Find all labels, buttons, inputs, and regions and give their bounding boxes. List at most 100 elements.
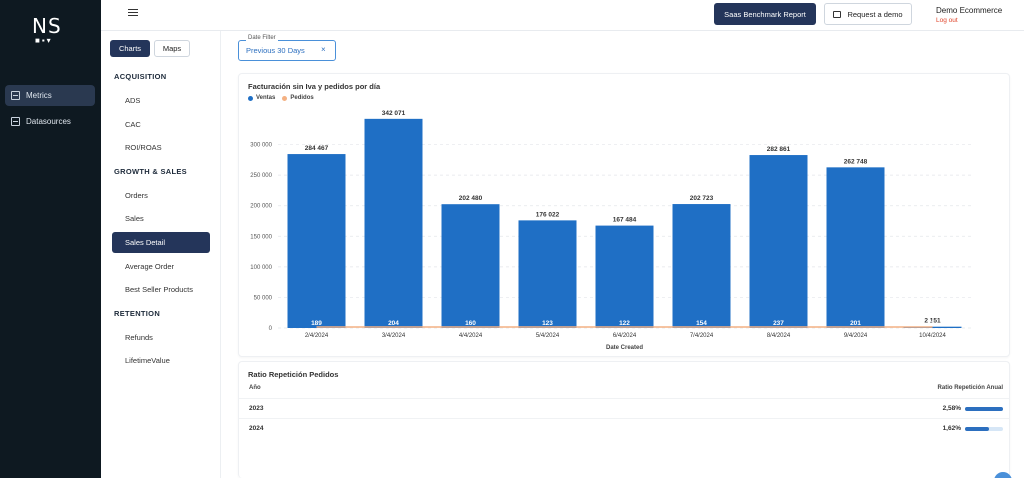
submenu-item-cac[interactable]: CAC (125, 120, 141, 129)
calendar-icon (833, 10, 842, 18)
legend-label: Ventas (256, 95, 276, 101)
bar-ventas[interactable] (672, 204, 731, 328)
section-retention: RETENTION (114, 309, 161, 318)
legend-item-ventas[interactable]: Ventas (248, 95, 275, 101)
ratio-bar-fill (965, 427, 989, 431)
y-tick-label: 100 000 (250, 265, 272, 271)
data-label-pedidos: 122 (619, 320, 630, 327)
data-label-ventas: 176 022 (536, 211, 560, 218)
request-demo-button[interactable]: Request a demo (824, 3, 912, 25)
logout-link[interactable]: Log out (936, 17, 958, 24)
data-label-pedidos: 160 (465, 320, 476, 327)
user-name: Demo Ecommerce (936, 6, 1003, 15)
menu-collapse-icon[interactable] (128, 9, 138, 18)
submenu-item-sales-detail[interactable]: Sales Detail (112, 232, 210, 253)
data-label-ventas: 2 151 (924, 318, 941, 325)
y-tick-label: 300 000 (250, 143, 272, 149)
column-header-year[interactable]: Año (249, 385, 261, 391)
data-label-ventas: 202 723 (690, 195, 714, 202)
legend-label: Pedidos (290, 95, 314, 101)
sidebar-item-label: Datasources (26, 117, 71, 126)
ratio-bar (965, 427, 1003, 431)
date-filter[interactable] (238, 40, 336, 61)
saas-benchmark-button[interactable]: Saas Benchmark Report (714, 3, 816, 25)
submenu-item-sales[interactable]: Sales (125, 214, 144, 223)
database-doc-icon (11, 117, 20, 126)
data-label-ventas: 342 071 (382, 110, 406, 117)
x-axis-title: Date Created (606, 345, 643, 351)
chart-title: Facturación sin Iva y pedidos por día (248, 82, 381, 91)
maps-toggle[interactable]: Maps (154, 40, 190, 57)
ratio-bar (965, 407, 1003, 411)
data-label-ventas: 202 480 (459, 195, 483, 202)
table-row: 2024 1,62% (239, 418, 1009, 438)
ratio-bar-fill (965, 407, 1003, 411)
sales-chart-card: Facturación sin Iva y pedidos por día Ve… (238, 73, 1010, 357)
legend-dot-icon (282, 95, 288, 101)
bar-ventas[interactable] (749, 155, 808, 328)
table-title: Ratio Repetición Pedidos (248, 370, 339, 379)
y-tick-label: 250 000 (250, 173, 272, 179)
data-label-ventas: 167 484 (613, 217, 637, 224)
legend-item-pedidos[interactable]: Pedidos (282, 95, 314, 101)
x-tick-label: 2/4/2024 (305, 333, 329, 339)
data-label-ventas: 262 748 (844, 158, 868, 165)
x-tick-label: 8/4/2024 (767, 333, 791, 339)
date-filter-label: Date Filter (246, 35, 278, 41)
x-tick-label: 5/4/2024 (536, 333, 560, 339)
repeat-ratio-card: Ratio Repetición Pedidos Año Ratio Repet… (238, 361, 1010, 478)
sales-bar-chart: 0 50 000 100 000 150 000 200 000 250 000 300 0… (250, 110, 971, 351)
x-tick-label: 10/4/2024 (919, 333, 946, 339)
data-label-pedidos: 1 (931, 320, 935, 327)
ns-logo[interactable]: NS ■▪▾ (32, 14, 72, 45)
y-tick-label: 150 000 (250, 234, 272, 240)
logo-dots: ■▪▾ (35, 36, 53, 45)
clear-filter-icon[interactable]: × (321, 45, 326, 54)
row-year: 2023 (249, 405, 264, 412)
chat-bubble-button[interactable] (994, 472, 1012, 478)
legend-dot-icon (248, 95, 253, 101)
y-tick-label: 50 000 (254, 295, 273, 301)
submenu-item-orders[interactable]: Orders (125, 191, 148, 200)
bar-ventas[interactable] (595, 225, 654, 328)
charts-toggle[interactable]: Charts (110, 40, 150, 57)
x-tick-label: 4/4/2024 (459, 333, 483, 339)
column-header-ratio[interactable]: Ratio Repetición Anual (937, 385, 1003, 391)
x-tick-label: 7/4/2024 (690, 333, 714, 339)
request-demo-label: Request a demo (847, 9, 903, 19)
submenu-item-average-order[interactable]: Average Order (125, 262, 175, 271)
bar-ventas[interactable] (518, 220, 577, 328)
bar-ventas[interactable] (826, 167, 885, 328)
data-label-pedidos: 201 (850, 320, 861, 327)
y-tick-label: 200 000 (250, 204, 272, 210)
submenu-item-roi-roas[interactable]: ROI/ROAS (125, 143, 162, 152)
bar-ventas[interactable] (364, 118, 423, 328)
sidebar-item-label: Metrics (26, 91, 52, 100)
bar-ventas[interactable] (441, 204, 500, 328)
table-row: 2023 2,58% (239, 398, 1009, 418)
submenu-item-ads[interactable]: ADS (125, 96, 141, 105)
main-sidebar: NS ■▪▾ Metrics Datasources (0, 0, 101, 478)
data-label-pedidos: 154 (696, 320, 707, 327)
data-label-ventas: 282 861 (767, 146, 791, 153)
row-ratio: 1,62% (942, 425, 961, 432)
data-label-pedidos: 204 (388, 320, 399, 327)
submenu-item-lifetime-value[interactable]: LifetimeValue (125, 356, 170, 365)
top-bar: Saas Benchmark Report Request a demo Dem… (101, 0, 1024, 31)
x-tick-label: 3/4/2024 (382, 333, 406, 339)
row-ratio: 2,58% (942, 405, 961, 412)
x-tick-label: 6/4/2024 (613, 333, 637, 339)
sidebar-item-metrics[interactable]: Metrics (5, 85, 95, 106)
date-filter-value[interactable]: Previous 30 Days (246, 46, 305, 55)
submenu-item-best-seller[interactable]: Best Seller Products (125, 285, 193, 294)
y-tick-label: 0 (269, 326, 273, 332)
data-label-pedidos: 237 (773, 320, 784, 327)
bar-ventas[interactable] (287, 154, 346, 328)
data-label-pedidos: 189 (311, 320, 322, 327)
submenu-item-refunds[interactable]: Refunds (125, 333, 153, 342)
chart-legend: Ventas Pedidos (248, 95, 321, 101)
sidebar-item-datasources[interactable]: Datasources (5, 111, 95, 132)
metrics-submenu: Charts Maps ACQUISITION ADS CAC ROI/ROAS… (101, 31, 221, 478)
data-label-pedidos: 123 (542, 320, 553, 327)
section-acquisition: ACQUISITION (114, 72, 167, 81)
